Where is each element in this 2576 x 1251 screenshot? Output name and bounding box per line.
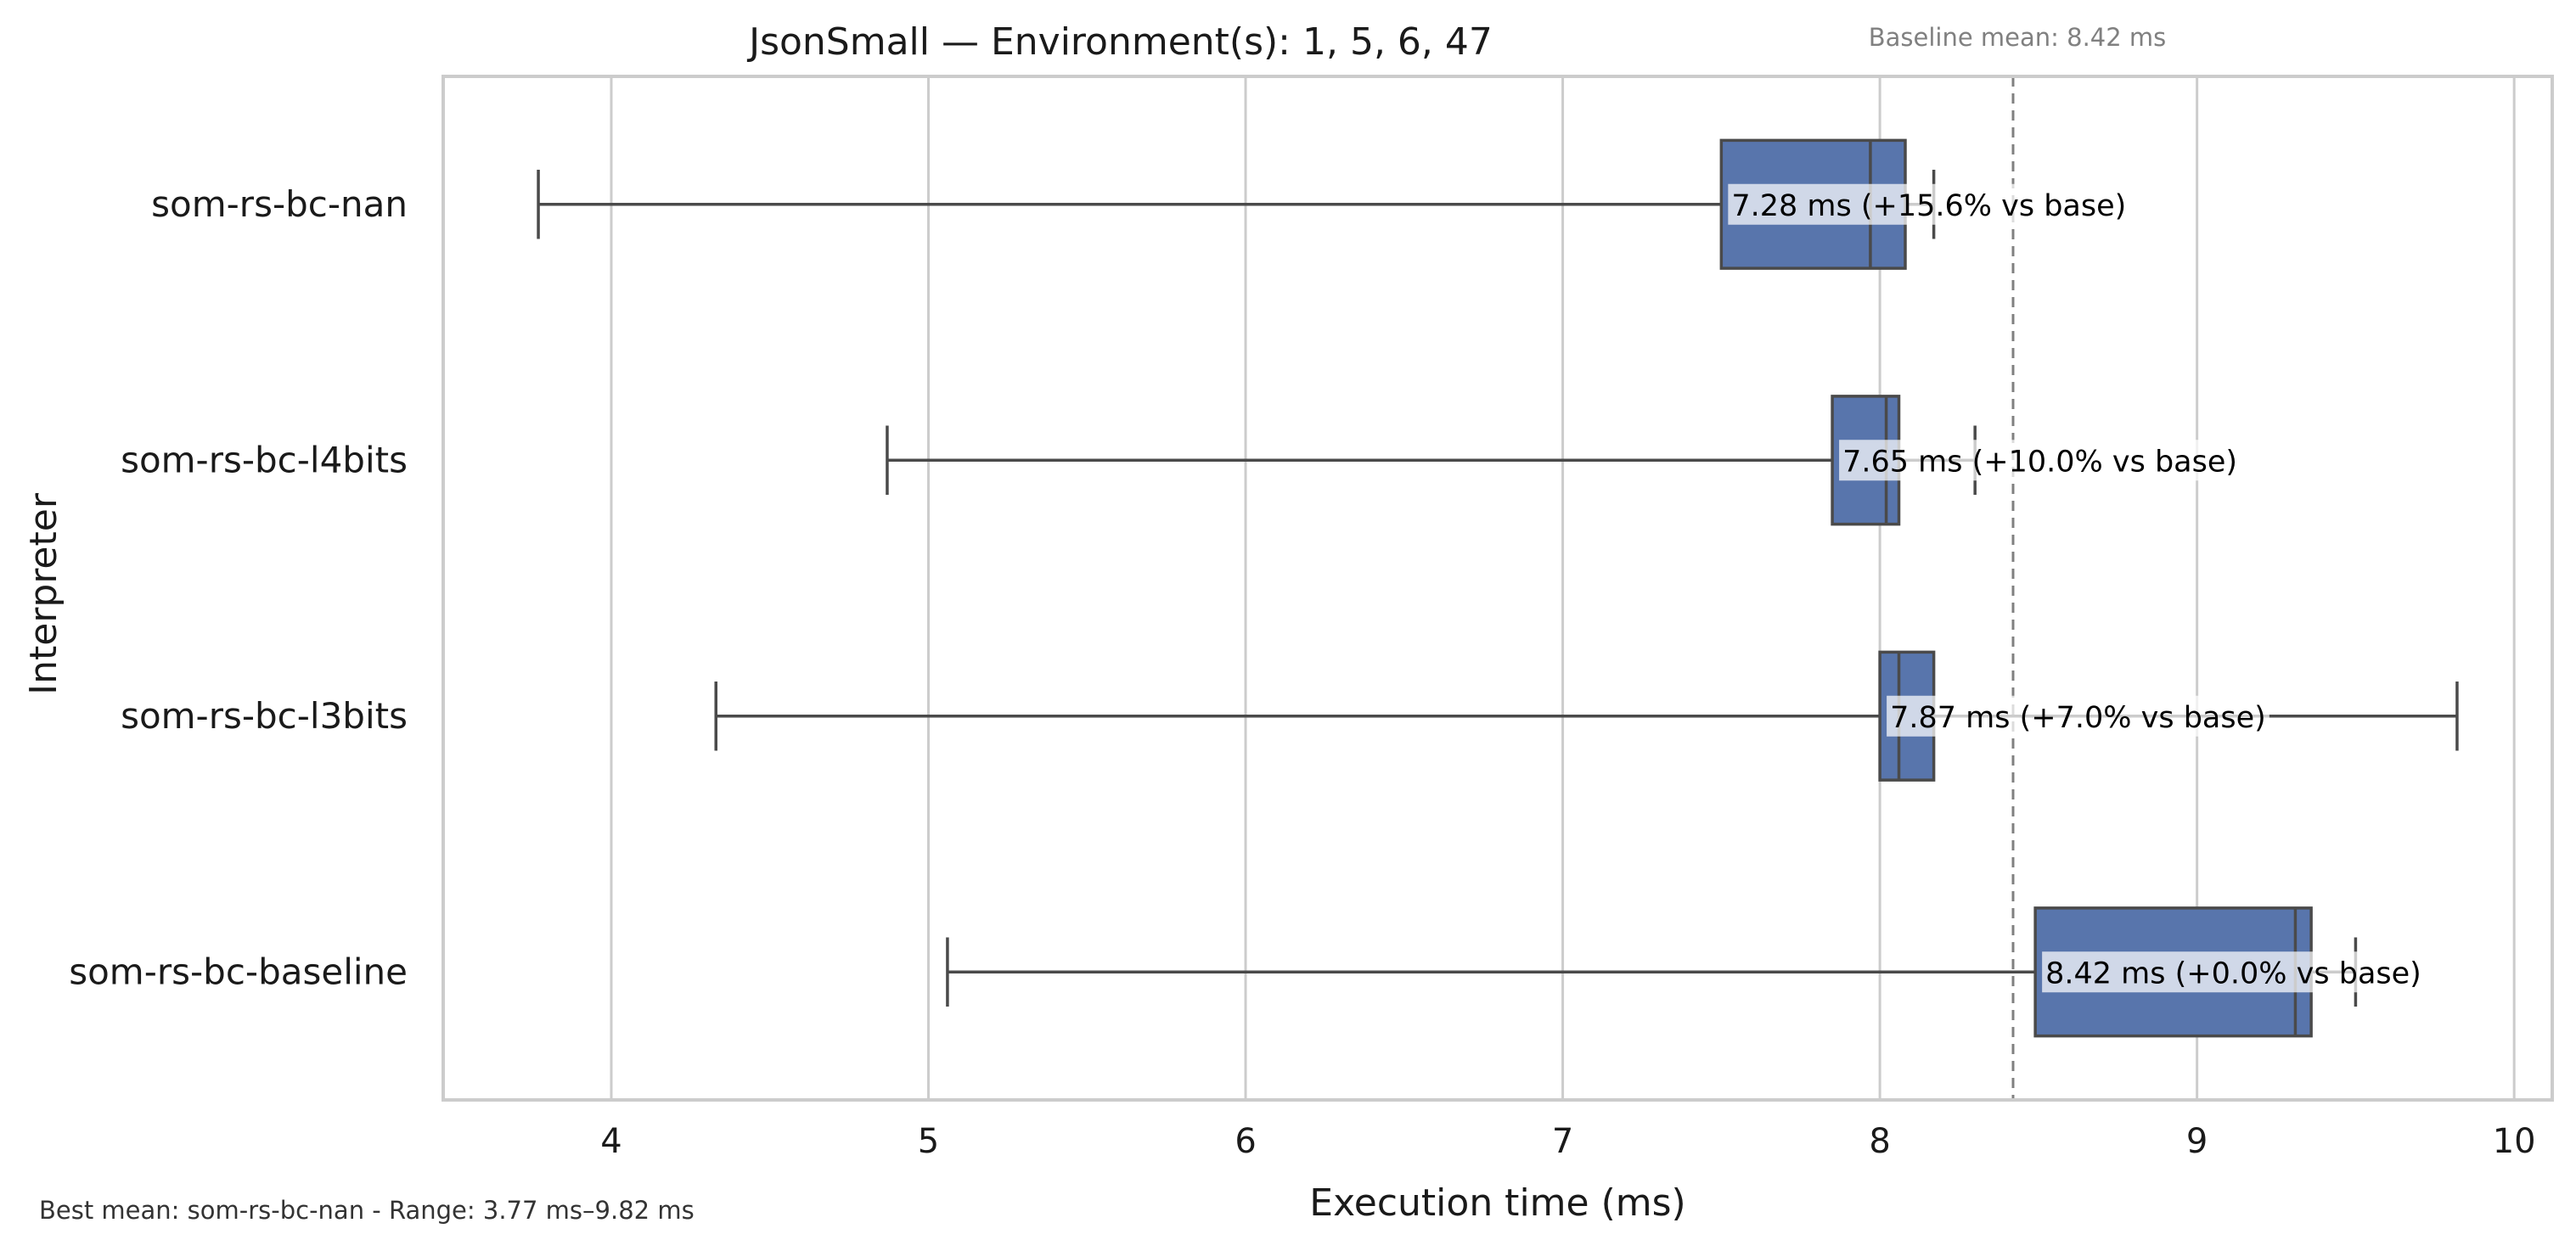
- x-tick-10: 10: [2493, 1122, 2536, 1161]
- y-axis-label: Interpreter: [22, 492, 65, 695]
- plot-frame: [442, 75, 2554, 1102]
- x-axis-label: Execution time (ms): [1309, 1181, 1685, 1225]
- chart-title: JsonSmall — Environment(s): 1, 5, 6, 47: [746, 20, 1493, 64]
- box-som-rs-bc-l4bits: [886, 395, 1977, 526]
- data-label-bg-som-rs-bc-l3bits: [1887, 695, 2269, 737]
- data-label-bg-som-rs-bc-l4bits: [1839, 440, 2241, 481]
- x-tick-7: 7: [1552, 1122, 1573, 1161]
- box-som-rs-bc-nan: [537, 138, 1936, 270]
- data-label-bg-som-rs-bc-baseline: [2042, 951, 2425, 993]
- x-tick-8: 8: [1869, 1122, 1890, 1161]
- data-label-som-rs-bc-nan: 7.28 ms (+15.6% vs base): [1731, 189, 2126, 223]
- data-label-som-rs-bc-l4bits: 7.65 ms (+10.0% vs base): [1842, 445, 2237, 479]
- data-label-som-rs-bc-l3bits: 7.87 ms (+7.0% vs base): [1890, 701, 2266, 735]
- x-tick-labels: 4 5 6 7 8 9 10: [600, 1122, 2535, 1161]
- x-tick-4: 4: [600, 1122, 622, 1161]
- y-tick-som-rs-bc-l3bits: som-rs-bc-l3bits: [121, 695, 408, 737]
- x-tick-9: 9: [2186, 1122, 2208, 1161]
- y-tick-som-rs-bc-l4bits: som-rs-bc-l4bits: [121, 439, 408, 480]
- data-label-som-rs-bc-baseline: 8.42 ms (+0.0% vs base): [2045, 956, 2421, 990]
- baseline-label: Baseline mean: 8.42 ms: [1869, 23, 2167, 52]
- box-plots: [537, 138, 2459, 1038]
- footnote: Best mean: som-rs-bc-nan - Range: 3.77 m…: [39, 1196, 695, 1225]
- y-tick-labels: som-rs-bc-nan som-rs-bc-l4bits som-rs-bc-l…: [69, 183, 408, 993]
- x-tick-5: 5: [918, 1122, 939, 1161]
- x-tick-6: 6: [1235, 1122, 1256, 1161]
- data-labels: 7.28 ms (+15.6% vs base) 7.65 ms (+10.0% …: [1728, 183, 2425, 993]
- y-tick-som-rs-bc-baseline: som-rs-bc-baseline: [69, 951, 408, 992]
- y-tick-som-rs-bc-nan: som-rs-bc-nan: [151, 183, 408, 225]
- data-label-bg-som-rs-bc-nan: [1728, 183, 2130, 225]
